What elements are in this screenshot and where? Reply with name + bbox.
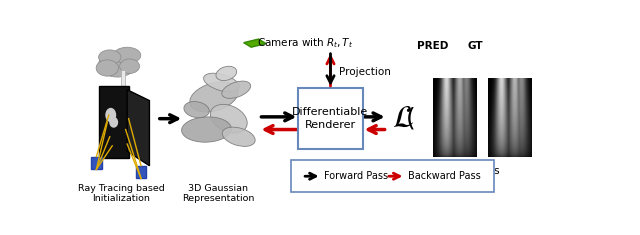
- FancyBboxPatch shape: [121, 70, 125, 110]
- Ellipse shape: [99, 50, 121, 64]
- Text: Forward Pass: Forward Pass: [324, 171, 388, 181]
- Polygon shape: [244, 39, 266, 47]
- Ellipse shape: [96, 60, 118, 76]
- FancyBboxPatch shape: [291, 160, 494, 192]
- FancyBboxPatch shape: [136, 166, 147, 178]
- Ellipse shape: [222, 81, 251, 98]
- Text: $\mathcal{L}$: $\mathcal{L}$: [392, 104, 415, 133]
- Ellipse shape: [189, 82, 238, 112]
- Ellipse shape: [109, 117, 118, 128]
- Text: Reprojection Loss: Reprojection Loss: [408, 166, 499, 176]
- Ellipse shape: [106, 108, 116, 122]
- Polygon shape: [127, 90, 150, 166]
- FancyBboxPatch shape: [91, 157, 102, 169]
- Text: Backward Pass: Backward Pass: [408, 171, 481, 181]
- Text: PRED: PRED: [417, 41, 449, 51]
- Ellipse shape: [222, 127, 255, 146]
- Text: 3D Gaussian
Representation: 3D Gaussian Representation: [182, 184, 254, 203]
- Text: (: (: [405, 107, 415, 131]
- Text: GT: GT: [467, 41, 483, 51]
- Ellipse shape: [211, 104, 247, 133]
- Polygon shape: [99, 86, 129, 158]
- Ellipse shape: [216, 66, 237, 81]
- Ellipse shape: [182, 117, 232, 142]
- Ellipse shape: [120, 59, 140, 73]
- Text: Camera with $R_t, T_t$: Camera with $R_t, T_t$: [257, 37, 354, 51]
- Ellipse shape: [113, 47, 141, 63]
- Text: ): ): [495, 107, 504, 131]
- FancyBboxPatch shape: [298, 88, 364, 149]
- Text: Projection: Projection: [339, 67, 391, 77]
- Text: Differentiable
Renderer: Differentiable Renderer: [292, 107, 369, 130]
- Text: Ray Tracing based
Initialization: Ray Tracing based Initialization: [78, 184, 164, 203]
- Ellipse shape: [204, 73, 239, 92]
- Text: ,: ,: [449, 109, 455, 128]
- Ellipse shape: [184, 102, 209, 118]
- Ellipse shape: [99, 52, 136, 77]
